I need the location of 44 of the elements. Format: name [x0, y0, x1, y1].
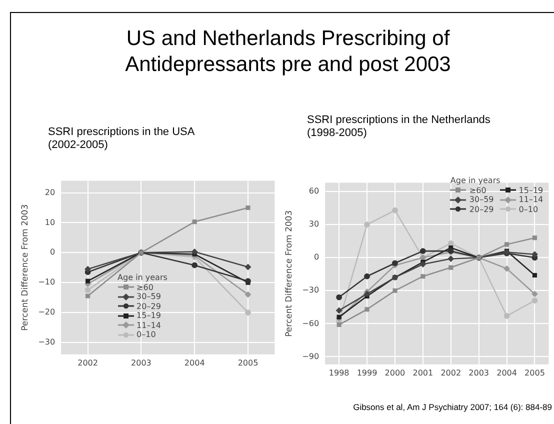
y-tick-label: −30 — [38, 338, 56, 347]
y-tick-label: −20 — [38, 308, 56, 317]
x-tick-label: 2004 — [184, 358, 205, 368]
x-tick-label: 2002 — [78, 358, 98, 368]
legend-title: Age in years — [118, 273, 168, 283]
legend-label: ≥60 — [469, 186, 486, 196]
x-tick-label: 2001 — [412, 368, 434, 378]
y-tick-label: 30 — [308, 220, 320, 229]
y-axis-title: Percent Difference From 2003 — [284, 210, 294, 337]
legend-title: Age in years — [450, 176, 502, 186]
legend-label: 30–59 — [469, 195, 494, 205]
x-tick-label: 1998 — [328, 368, 350, 378]
legend-label: 11–14 — [136, 320, 161, 330]
y-axis-title: Percent Difference From 2003 — [20, 204, 30, 331]
chart-subtitle: SSRI prescriptions in the USA (2002-2005) — [48, 126, 196, 152]
legend-label: 0–10 — [518, 204, 538, 214]
legend-label: 15–19 — [136, 311, 161, 321]
x-tick-label: 1999 — [356, 368, 378, 378]
x-tick-label: 2003 — [131, 358, 152, 368]
x-tick-label: 2000 — [384, 368, 406, 378]
legend-label: 30–59 — [136, 292, 161, 302]
y-tick-label: −60 — [302, 318, 320, 328]
y-tick-label: 0 — [50, 248, 56, 257]
y-tick-label: 0 — [314, 252, 320, 262]
legend-label: ≥60 — [136, 282, 154, 292]
text: Gibsons et al, Am J Psychiatry 2007; 164 (6): 884-89 — [353, 402, 552, 412]
legend-label: 15–19 — [518, 186, 544, 196]
x-tick-label: 2004 — [496, 368, 517, 378]
legend-label: 11–14 — [518, 195, 544, 205]
y-tick-label: −90 — [302, 352, 320, 361]
legend-label: 20–29 — [136, 302, 161, 312]
chart-subtitle: SSRI prescriptions in the Netherlands (1998-2005) — [307, 114, 492, 140]
x-tick-label: 2002 — [440, 368, 462, 378]
legend-label: 20–29 — [469, 204, 494, 214]
x-tick-label: 2003 — [468, 368, 489, 378]
x-tick-label: 2005 — [238, 358, 258, 368]
y-tick-label: 60 — [308, 186, 320, 196]
y-tick-label: 10 — [44, 218, 56, 227]
y-tick-label: −10 — [38, 278, 56, 287]
y-tick-label: 20 — [44, 188, 56, 197]
legend-label: 0–10 — [136, 330, 156, 340]
y-tick-label: −30 — [302, 286, 320, 295]
x-tick-label: 2005 — [524, 368, 545, 378]
chart-title: US and Netherlands Prescribing of Antidepressants pre and post 2003 — [124, 26, 452, 78]
